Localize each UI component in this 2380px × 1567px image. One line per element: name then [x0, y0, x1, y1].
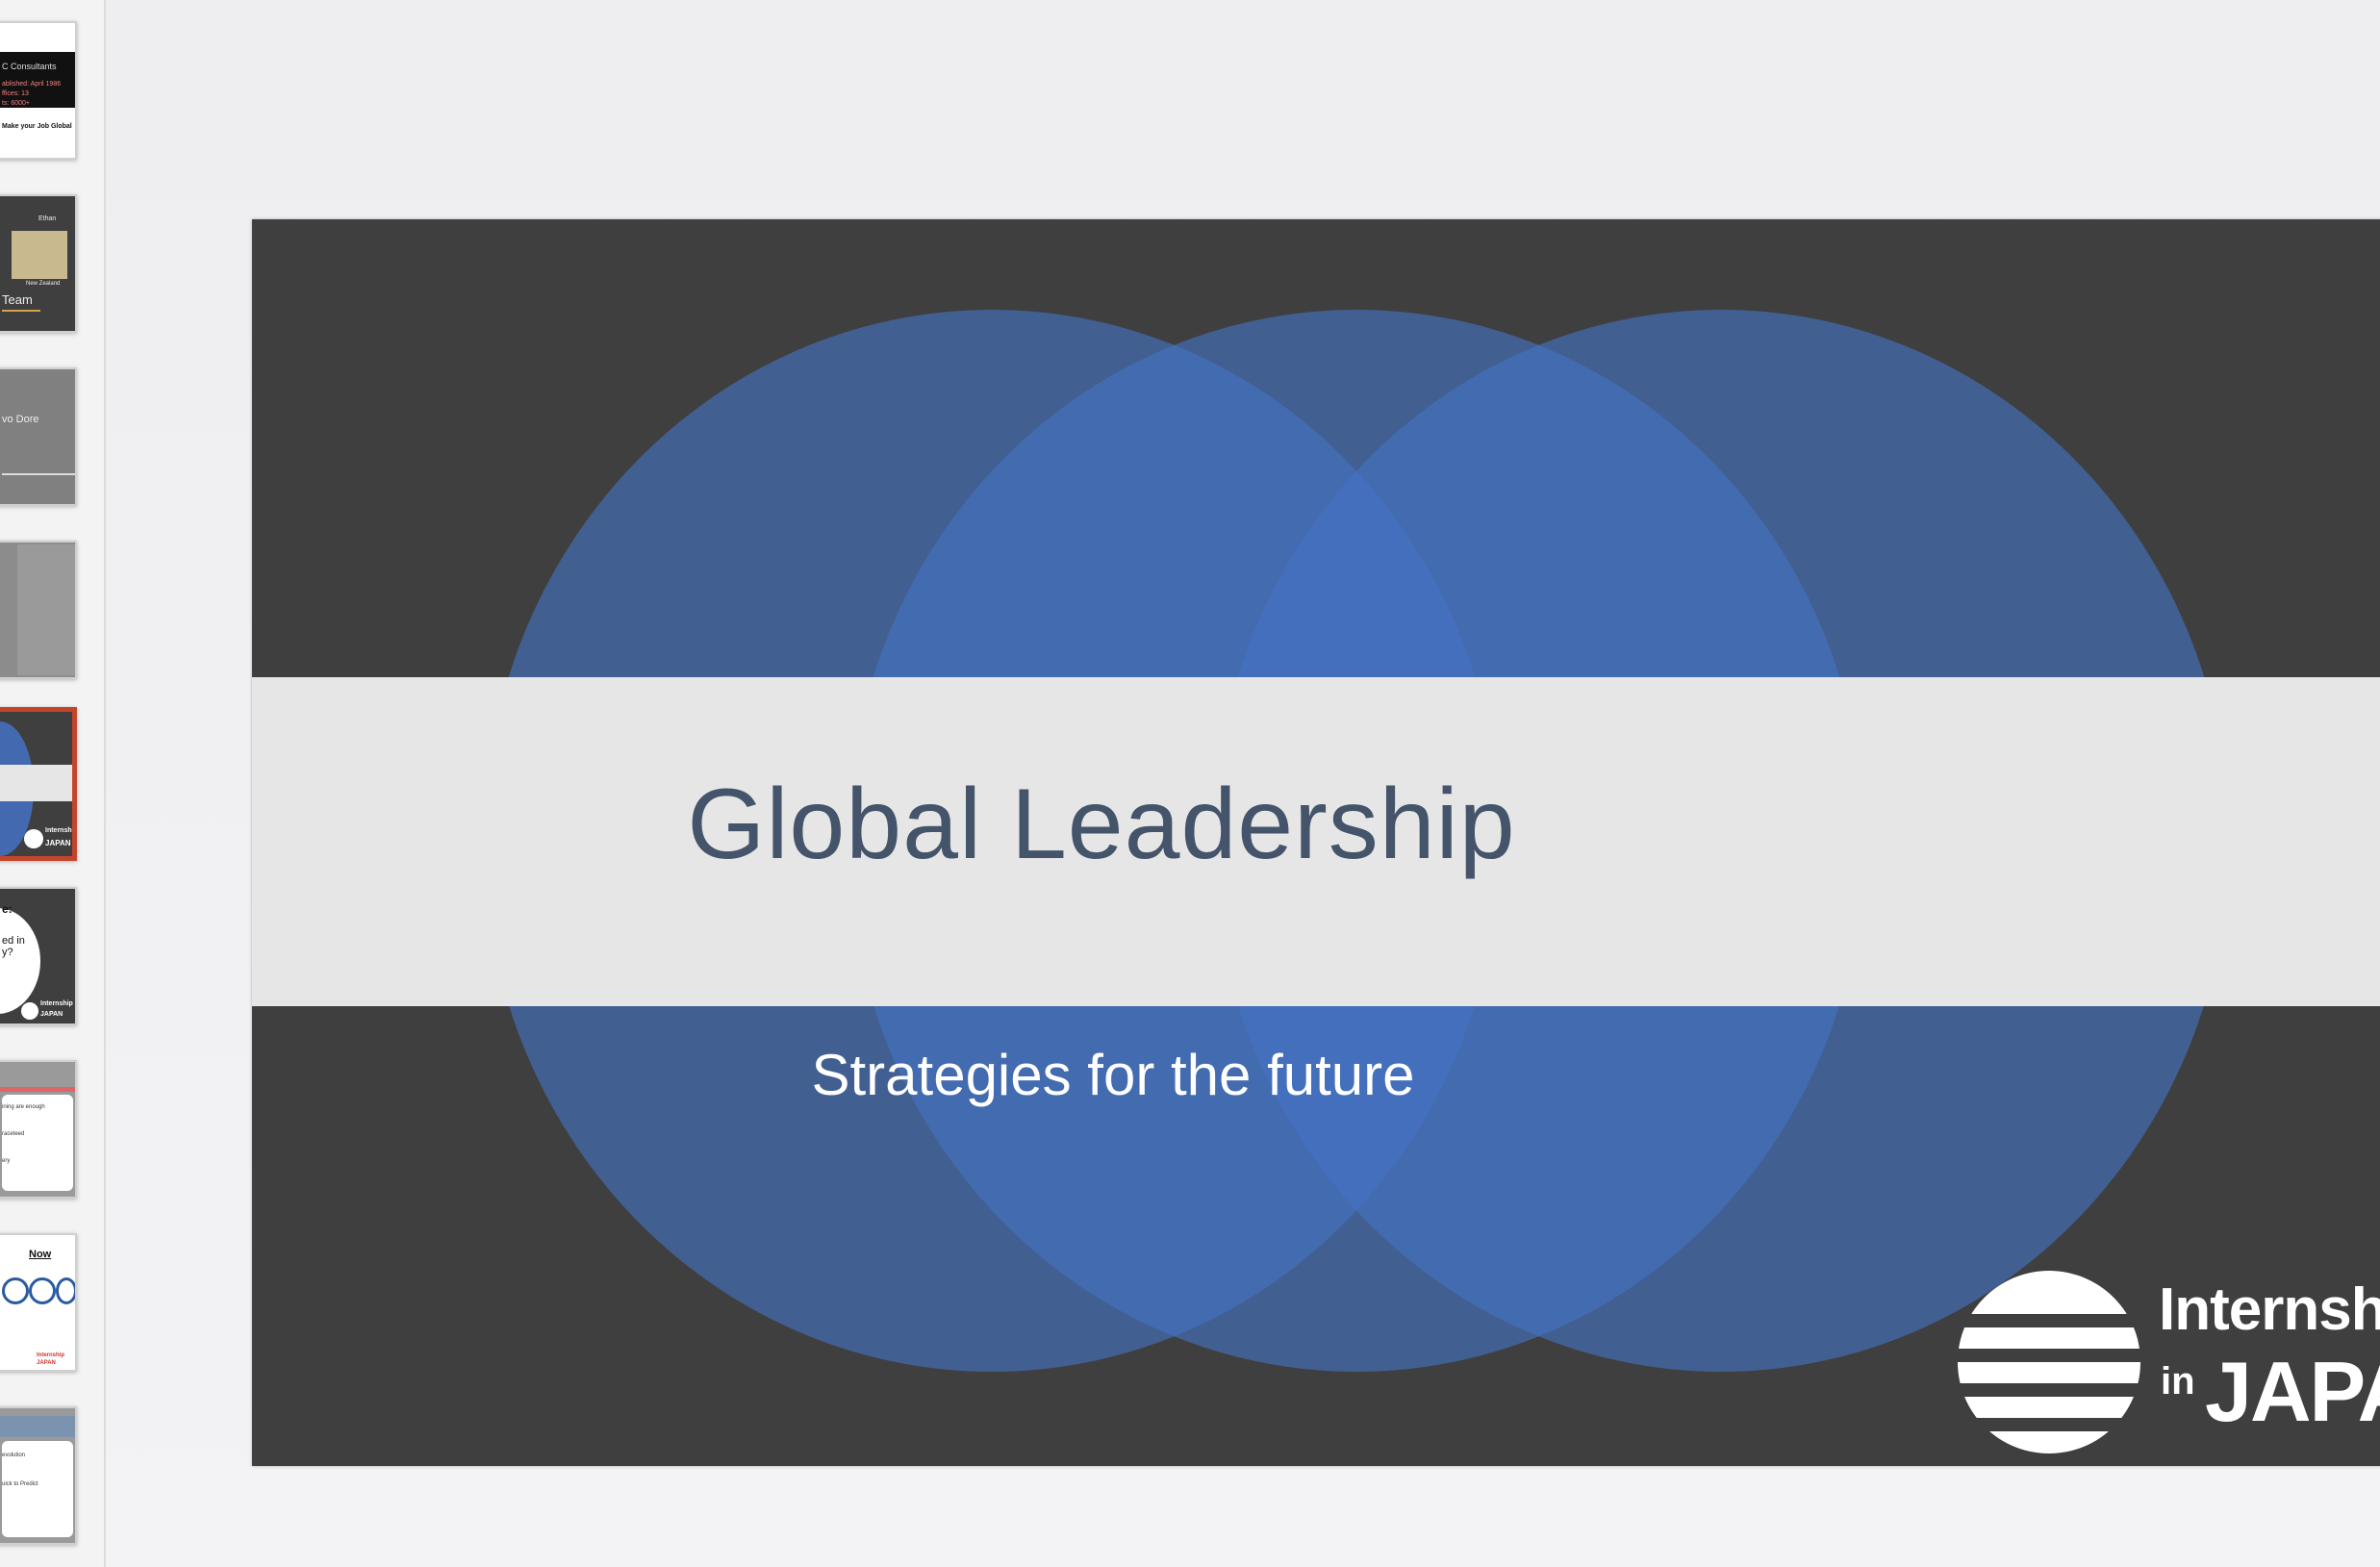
current-slide[interactable]: Global Leadership Strategies for the fut… [252, 219, 2380, 1466]
thumb-text: JAPAN [45, 839, 71, 847]
thumb-panel [17, 544, 75, 675]
thumb-text: ery [2, 1158, 11, 1164]
logo-text-internship: Internship [2159, 1276, 2380, 1343]
thumb-card [2, 1441, 73, 1537]
thumb-target [2, 1277, 29, 1304]
thumb-text: uick to Predict [2, 1481, 38, 1487]
logo-text-japan: JAPAN [2205, 1344, 2380, 1439]
thumb-header [0, 1416, 75, 1437]
slide-thumbnail-8[interactable]: Now Internship JAPAN [0, 1233, 77, 1372]
slide-thumbnail-2[interactable]: Ethan New Zealand Team [0, 194, 77, 333]
thumb-text: New Zealand [26, 281, 61, 287]
slide-thumbnail-pane[interactable]: C Consultants ablished: April 1986 ffice… [0, 0, 106, 1567]
thumb-text: JAPAN [40, 1011, 63, 1018]
thumb-text: ts: 6000+ [2, 100, 30, 107]
thumb-text: Internship [40, 1000, 73, 1007]
thumb-text: JAPAN [37, 1360, 56, 1366]
slide-editor-canvas[interactable]: Global Leadership Strategies for the fut… [106, 0, 2380, 1567]
thumb-text: ining are enough [2, 1104, 45, 1110]
title-band [252, 677, 2380, 1006]
thumb-circle [0, 908, 40, 1014]
thumb-text: Now [29, 1249, 52, 1260]
thumb-photo [12, 231, 67, 279]
thumb-text: ffices: 13 [2, 90, 29, 97]
slide-thumbnail-4[interactable] [0, 541, 77, 679]
thumb-text: ed in [2, 935, 25, 947]
slide-title[interactable]: Global Leadership [687, 769, 1516, 880]
thumb-underline [2, 310, 40, 312]
thumb-text: Ethan [38, 215, 57, 222]
thumb-text: y? [2, 947, 13, 958]
thumb-text: vo Dore [2, 414, 39, 425]
thumb-text: ablished: April 1986 [2, 81, 62, 88]
thumb-text: evolution [2, 1453, 26, 1458]
thumb-text: Internship [37, 1352, 65, 1358]
slide-subtitle[interactable]: Strategies for the future [811, 1043, 1415, 1107]
slide-thumbnail-7[interactable]: ining are enough raceteed ery [0, 1060, 77, 1199]
thumb-text: C Consultants [2, 62, 57, 71]
slide-thumbnail-5-selected[interactable]: Internship JAPAN [0, 707, 77, 861]
slide-thumbnail-3[interactable]: vo Dore [0, 367, 77, 506]
thumb-band [0, 765, 72, 801]
thumb-divider [2, 473, 75, 475]
thumb-text: Internship [45, 827, 77, 834]
thumb-red-stripe [0, 1087, 75, 1092]
slide-thumbnail-1[interactable]: C Consultants ablished: April 1986 ffice… [0, 21, 77, 160]
thumb-text: Team [2, 292, 33, 307]
thumb-logo-mark [24, 829, 43, 848]
thumb-text: Make your Job Global [2, 123, 72, 130]
logo-striped-circle-icon [1958, 1271, 2140, 1453]
thumb-target [56, 1277, 75, 1304]
thumb-logo-mark [21, 1002, 38, 1020]
internship-in-japan-logo: Internship in JAPAN [1957, 1266, 2380, 1458]
thumb-text: e: [2, 902, 13, 916]
slide-thumbnail-6[interactable]: e: ed in y? Internship JAPAN [0, 887, 77, 1025]
thumb-black-band [0, 52, 75, 108]
thumb-card [2, 1095, 73, 1191]
slide-thumbnail-9[interactable]: evolution uick to Predict [0, 1406, 77, 1545]
thumb-target [29, 1277, 56, 1304]
thumb-text: raceteed [2, 1131, 25, 1137]
logo-text-in: in [2161, 1360, 2195, 1403]
